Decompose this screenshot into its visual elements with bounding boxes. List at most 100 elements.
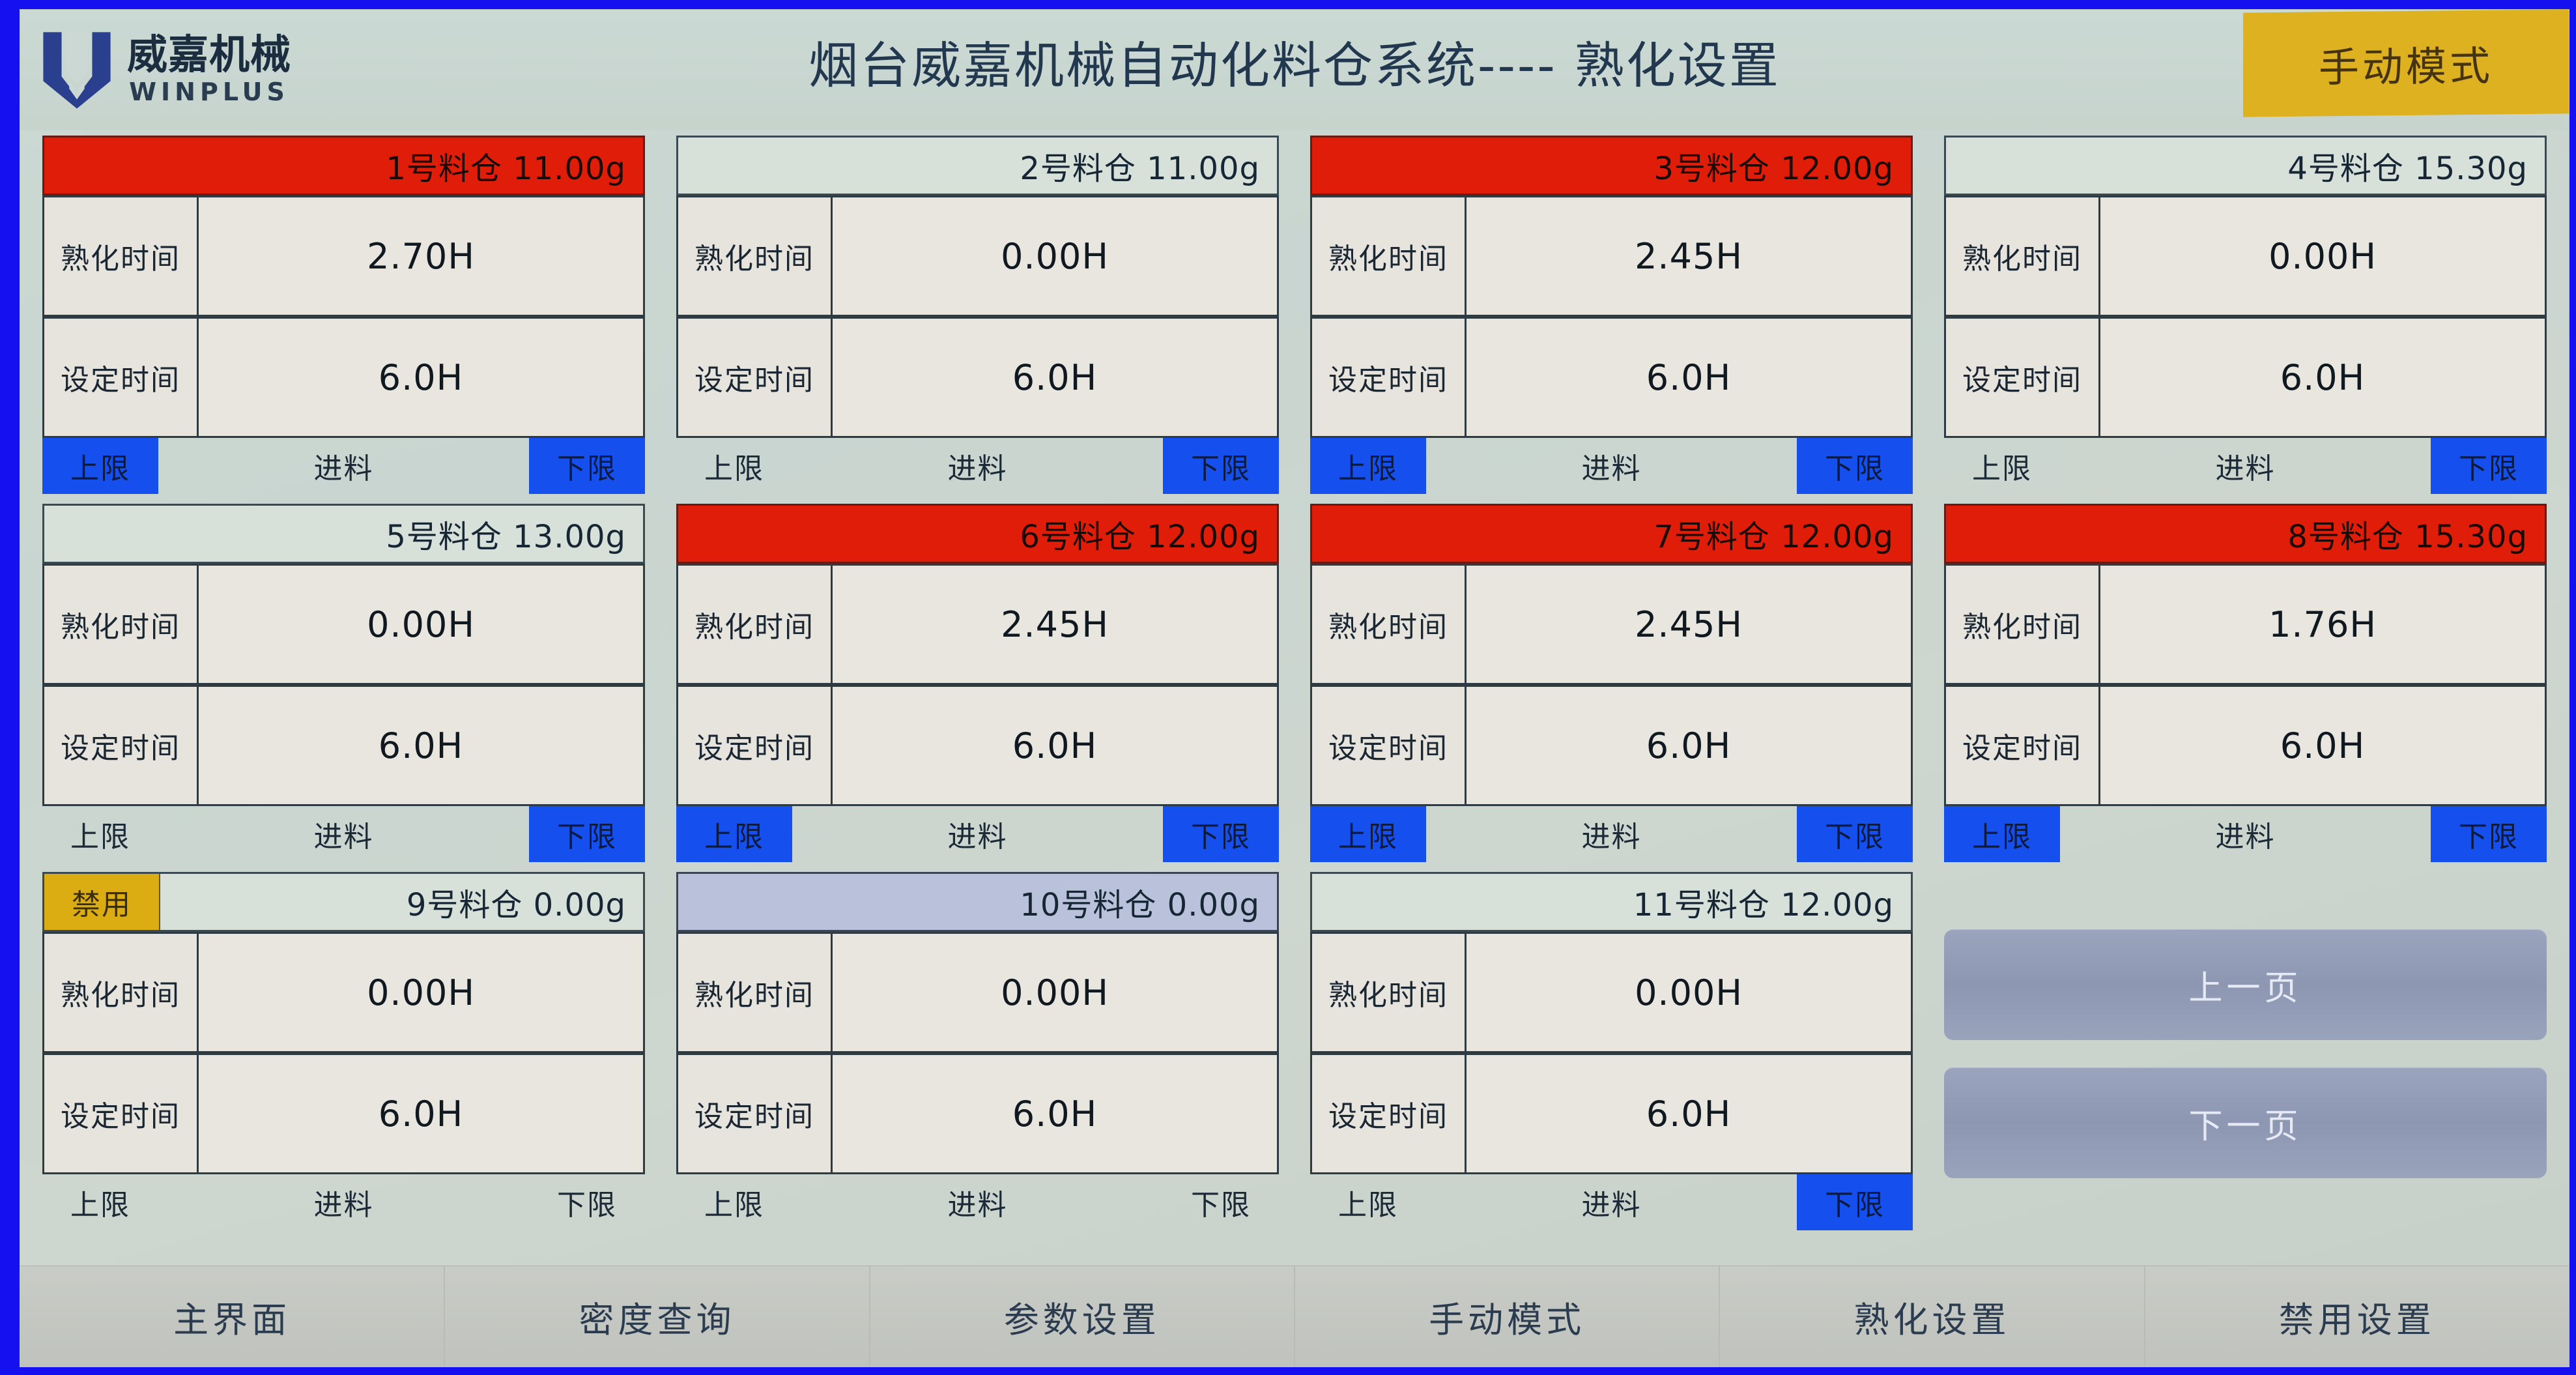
feed-indicator[interactable]: 进料: [1581, 452, 1642, 485]
nav-item-4[interactable]: 熟化设置: [1720, 1266, 2145, 1367]
lower-limit-indicator[interactable]: 下限: [557, 1189, 617, 1222]
feed-indicator[interactable]: 进料: [2215, 820, 2276, 854]
bin-grid: 1号料仓 11.00g 熟化时间 2.70H 设定时间 6.0H 上限 进料 下限 2号料仓 1…: [20, 130, 2569, 1266]
feed-indicator[interactable]: 进料: [947, 1189, 1008, 1222]
cure-time-value[interactable]: 0.00H: [1467, 932, 1913, 1053]
cure-time-row: 熟化时间 0.00H: [42, 564, 645, 685]
feed-indicator[interactable]: 进料: [313, 452, 374, 485]
upper-limit-indicator[interactable]: 上限: [704, 1189, 764, 1222]
cure-time-row: 熟化时间 0.00H: [1944, 195, 2547, 317]
lower-limit-indicator[interactable]: 下限: [2431, 806, 2547, 862]
set-time-value[interactable]: 6.0H: [833, 685, 1279, 806]
bottom-navigation: 主界面 密度查询 参数设置 手动模式 熟化设置 禁用设置: [20, 1266, 2569, 1367]
set-time-label: 设定时间: [676, 685, 833, 806]
upper-limit-indicator[interactable]: 上限: [1338, 1189, 1398, 1222]
set-time-row: 设定时间 6.0H: [1310, 317, 1913, 438]
cure-time-value[interactable]: 0.00H: [199, 932, 645, 1053]
set-time-value[interactable]: 6.0H: [2100, 317, 2547, 438]
bin-header[interactable]: 4号料仓 15.30g: [1944, 136, 2547, 195]
feed-indicator[interactable]: 进料: [1581, 1189, 1642, 1222]
lower-limit-indicator[interactable]: 下限: [1163, 806, 1279, 862]
cure-time-row: 熟化时间 1.76H: [1944, 564, 2547, 685]
upper-limit-indicator[interactable]: 上限: [1944, 806, 2060, 862]
feed-indicator[interactable]: 进料: [947, 820, 1008, 854]
bin-header[interactable]: 禁用 9号料仓 0.00g: [42, 872, 645, 932]
bin-header[interactable]: 5号料仓 13.00g: [42, 504, 645, 564]
set-time-value[interactable]: 6.0H: [1467, 317, 1913, 438]
nav-item-1[interactable]: 密度查询: [445, 1266, 870, 1367]
bin-header[interactable]: 7号料仓 12.00g: [1310, 504, 1913, 564]
feed-indicator[interactable]: 进料: [1581, 820, 1642, 854]
cure-time-value[interactable]: 0.00H: [833, 195, 1279, 317]
nav-item-5[interactable]: 禁用设置: [2145, 1266, 2569, 1367]
upper-limit-indicator[interactable]: 上限: [704, 452, 764, 485]
bin-indicator-row: 上限 进料 下限: [676, 1174, 1279, 1230]
cure-time-value[interactable]: 0.00H: [199, 564, 645, 685]
lower-limit-indicator[interactable]: 下限: [1163, 438, 1279, 494]
cure-time-label: 熟化时间: [42, 195, 199, 317]
lower-limit-indicator[interactable]: 下限: [2431, 438, 2547, 494]
cure-time-label: 熟化时间: [676, 932, 833, 1053]
set-time-label: 设定时间: [42, 685, 199, 806]
bin-row-3: 禁用 9号料仓 0.00g 熟化时间 0.00H 设定时间 6.0H 上限 进料 下限 10号料仓…: [42, 872, 2547, 1230]
lower-limit-indicator[interactable]: 下限: [1797, 438, 1913, 494]
bin-header[interactable]: 11号料仓 12.00g: [1310, 872, 1913, 932]
cure-time-value[interactable]: 0.00H: [2100, 195, 2547, 317]
set-time-value[interactable]: 6.0H: [2100, 685, 2547, 806]
cure-time-value[interactable]: 2.45H: [833, 564, 1279, 685]
cure-time-value[interactable]: 1.76H: [2100, 564, 2547, 685]
upper-limit-indicator[interactable]: 上限: [676, 806, 792, 862]
bin-indicator-row: 上限 进料 下限: [1944, 438, 2547, 494]
upper-limit-indicator[interactable]: 上限: [70, 1189, 130, 1222]
bin-header[interactable]: 2号料仓 11.00g: [676, 136, 1279, 195]
set-time-value[interactable]: 6.0H: [199, 685, 645, 806]
nav-item-3[interactable]: 手动模式: [1295, 1266, 1721, 1367]
cure-time-row: 熟化时间 0.00H: [676, 195, 1279, 317]
lower-limit-indicator[interactable]: 下限: [1191, 1189, 1251, 1222]
header-bar: 威嘉机械 WINPLUS 烟台威嘉机械自动化料仓系统---- 熟化设置 手动模式: [20, 9, 2569, 130]
feed-indicator[interactable]: 进料: [947, 452, 1008, 485]
lower-limit-indicator[interactable]: 下限: [529, 438, 645, 494]
bin-card: 7号料仓 12.00g 熟化时间 2.45H 设定时间 6.0H 上限 进料 下限: [1310, 504, 1913, 862]
bin-header[interactable]: 8号料仓 15.30g: [1944, 504, 2547, 564]
set-time-value[interactable]: 6.0H: [833, 317, 1279, 438]
bin-header[interactable]: 3号料仓 12.00g: [1310, 136, 1913, 195]
prev-page-button[interactable]: 上一页: [1944, 929, 2547, 1040]
upper-limit-indicator[interactable]: 上限: [42, 438, 158, 494]
cure-time-value[interactable]: 2.70H: [199, 195, 645, 317]
bin-disabled-badge: 禁用: [44, 874, 160, 930]
upper-limit-indicator[interactable]: 上限: [1310, 438, 1426, 494]
cure-time-value[interactable]: 0.00H: [833, 932, 1279, 1053]
set-time-value[interactable]: 6.0H: [1467, 685, 1913, 806]
bin-indicator-row: 上限 进料 下限: [42, 806, 645, 862]
cure-time-label: 熟化时间: [42, 932, 199, 1053]
bin-header[interactable]: 10号料仓 0.00g: [676, 872, 1279, 932]
set-time-value[interactable]: 6.0H: [833, 1053, 1279, 1174]
set-time-value[interactable]: 6.0H: [1467, 1053, 1913, 1174]
set-time-value[interactable]: 6.0H: [199, 1053, 645, 1174]
cure-time-value[interactable]: 2.45H: [1467, 564, 1913, 685]
cure-time-label: 熟化时间: [1944, 564, 2100, 685]
upper-limit-indicator[interactable]: 上限: [1310, 806, 1426, 862]
set-time-row: 设定时间 6.0H: [676, 685, 1279, 806]
feed-indicator[interactable]: 进料: [313, 820, 374, 854]
cure-time-row: 熟化时间 2.45H: [1310, 564, 1913, 685]
nav-item-2[interactable]: 参数设置: [870, 1266, 1295, 1367]
lower-limit-indicator[interactable]: 下限: [529, 806, 645, 862]
set-time-row: 设定时间 6.0H: [42, 1053, 645, 1174]
bin-header[interactable]: 6号料仓 12.00g: [676, 504, 1279, 564]
set-time-label: 设定时间: [1944, 685, 2100, 806]
nav-item-0[interactable]: 主界面: [20, 1266, 446, 1367]
upper-limit-indicator[interactable]: 上限: [70, 820, 130, 854]
mode-status-badge[interactable]: 手动模式: [2243, 9, 2569, 117]
feed-indicator[interactable]: 进料: [313, 1189, 374, 1222]
bin-header[interactable]: 1号料仓 11.00g: [42, 136, 645, 195]
feed-indicator[interactable]: 进料: [2215, 452, 2276, 485]
lower-limit-indicator[interactable]: 下限: [1797, 806, 1913, 862]
cure-time-value[interactable]: 2.45H: [1467, 195, 1913, 317]
set-time-label: 设定时间: [1310, 685, 1467, 806]
upper-limit-indicator[interactable]: 上限: [1972, 452, 2032, 485]
next-page-button[interactable]: 下一页: [1944, 1067, 2547, 1178]
lower-limit-indicator[interactable]: 下限: [1797, 1174, 1913, 1230]
set-time-value[interactable]: 6.0H: [199, 317, 645, 438]
